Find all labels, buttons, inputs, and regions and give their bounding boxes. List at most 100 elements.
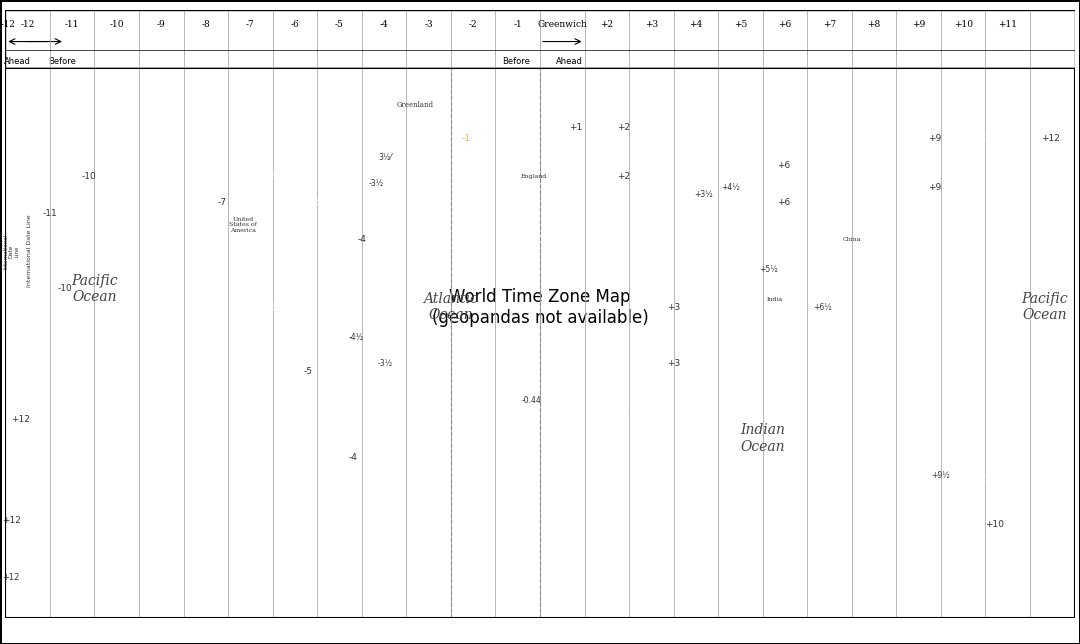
Text: +8: +8 xyxy=(875,135,888,143)
Text: +3: +3 xyxy=(667,359,680,368)
Text: +7: +7 xyxy=(823,20,836,28)
Text: +8: +8 xyxy=(875,172,888,181)
Text: +10: +10 xyxy=(970,135,989,143)
Text: World Time Zone Map
(geopandas not available): World Time Zone Map (geopandas not avail… xyxy=(432,288,648,327)
Text: +6: +6 xyxy=(777,198,791,207)
Text: International Date Line: International Date Line xyxy=(27,215,31,287)
Text: Greenwich: Greenwich xyxy=(538,20,588,28)
Text: +6: +6 xyxy=(779,20,792,28)
Text: +5: +5 xyxy=(733,20,747,28)
Text: +8: +8 xyxy=(875,471,888,480)
Text: +9: +9 xyxy=(912,20,926,28)
Text: +7: +7 xyxy=(822,378,835,387)
Text: +3½: +3½ xyxy=(694,191,713,200)
Text: -2: -2 xyxy=(469,20,477,28)
Text: +2: +2 xyxy=(617,172,630,181)
Text: United
States of
America: United States of America xyxy=(229,216,257,233)
Text: International
Date
Line: International Date Line xyxy=(3,234,19,269)
Text: +5½: +5½ xyxy=(759,265,778,274)
Text: +10: +10 xyxy=(954,20,973,28)
Text: +6½: +6½ xyxy=(813,303,832,312)
Text: +8: +8 xyxy=(867,20,881,28)
Text: -8: -8 xyxy=(173,131,183,140)
Text: Ahead: Ahead xyxy=(4,57,30,66)
Text: -5: -5 xyxy=(335,20,343,28)
Text: China: China xyxy=(842,238,861,242)
Text: +9: +9 xyxy=(929,135,942,143)
Text: +2: +2 xyxy=(617,123,630,132)
Text: Before: Before xyxy=(502,57,530,66)
Text: Pacific
Ocean: Pacific Ocean xyxy=(71,274,118,304)
Text: Pacific
Ocean: Pacific Ocean xyxy=(1022,292,1068,323)
Text: -5: -5 xyxy=(303,366,313,375)
Text: +11: +11 xyxy=(1005,135,1025,143)
Text: -9: -9 xyxy=(157,20,165,28)
Text: +11: +11 xyxy=(998,20,1017,28)
Text: -0.44: -0.44 xyxy=(522,397,541,406)
Text: -4: -4 xyxy=(357,236,366,245)
Text: -1: -1 xyxy=(461,135,470,143)
Text: +3: +3 xyxy=(658,160,672,169)
Text: G: G xyxy=(537,236,543,245)
Text: -7: -7 xyxy=(246,20,255,28)
Text: +7: +7 xyxy=(822,172,835,181)
Text: England: England xyxy=(521,174,548,179)
Text: +7: +7 xyxy=(822,340,835,349)
Text: +5: +5 xyxy=(735,160,748,169)
Text: -3: -3 xyxy=(393,535,402,544)
Text: +4½: +4½ xyxy=(720,183,740,192)
Text: -3½: -3½ xyxy=(369,179,384,188)
Text: -5: -5 xyxy=(313,198,322,207)
Text: +2: +2 xyxy=(622,408,636,417)
Text: +2: +2 xyxy=(622,340,636,349)
Text: -8: -8 xyxy=(202,20,211,28)
Text: +9: +9 xyxy=(929,183,942,192)
Text: Greenland: Greenland xyxy=(396,101,434,109)
Text: +4: +4 xyxy=(703,160,716,169)
Text: -10: -10 xyxy=(109,20,124,28)
Text: +4: +4 xyxy=(689,20,703,28)
Text: +7: +7 xyxy=(822,135,835,143)
Text: +12: +12 xyxy=(0,20,15,28)
Text: -3½: -3½ xyxy=(378,359,393,368)
Text: -10: -10 xyxy=(81,172,96,181)
Text: +8: +8 xyxy=(875,213,888,222)
Text: +12: +12 xyxy=(2,516,21,526)
Text: -1: -1 xyxy=(513,20,522,28)
Text: -3: -3 xyxy=(393,415,402,424)
Text: -9: -9 xyxy=(129,142,137,151)
Text: -3: -3 xyxy=(424,20,433,28)
Text: +9½: +9½ xyxy=(932,471,950,480)
Text: -6: -6 xyxy=(268,303,278,312)
Text: -12: -12 xyxy=(21,20,35,28)
Text: -4: -4 xyxy=(380,20,389,28)
Text: +2: +2 xyxy=(600,20,613,28)
Text: -11: -11 xyxy=(65,20,80,28)
Text: Ahead: Ahead xyxy=(556,57,583,66)
Text: +12: +12 xyxy=(1041,135,1061,143)
Text: +3: +3 xyxy=(645,20,658,28)
Text: +3: +3 xyxy=(667,303,680,312)
Text: +13: +13 xyxy=(11,366,30,375)
Text: -4: -4 xyxy=(349,453,357,462)
Text: India: India xyxy=(767,298,783,302)
Text: -6: -6 xyxy=(291,20,299,28)
Text: +12: +12 xyxy=(2,573,21,582)
Text: Atlantic
Ocean: Atlantic Ocean xyxy=(423,292,478,323)
Text: -4½: -4½ xyxy=(348,333,364,342)
Text: -6: -6 xyxy=(268,172,278,181)
Text: -7: -7 xyxy=(218,198,227,207)
Text: -8: -8 xyxy=(173,247,183,256)
Text: +3: +3 xyxy=(658,198,672,207)
Text: +1: +1 xyxy=(569,123,582,132)
Text: +8: +8 xyxy=(875,265,888,274)
Text: G: G xyxy=(537,183,543,192)
Text: Before: Before xyxy=(48,57,76,66)
Text: 3½⁄: 3½⁄ xyxy=(379,153,392,162)
Text: +10: +10 xyxy=(985,520,1004,529)
Text: +6: +6 xyxy=(777,160,791,169)
Text: +5: +5 xyxy=(735,198,748,207)
Text: +12: +12 xyxy=(11,415,29,424)
Text: -10: -10 xyxy=(57,284,72,293)
Text: -11: -11 xyxy=(42,209,57,218)
